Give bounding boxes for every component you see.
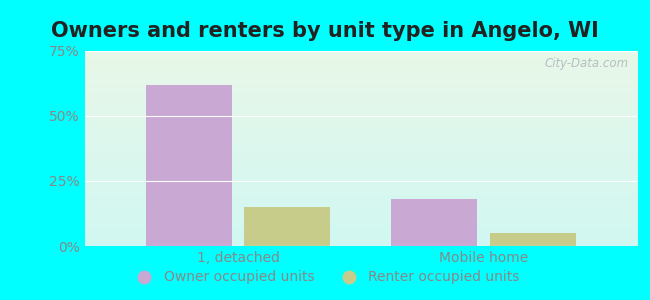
Bar — [391, 199, 477, 246]
Text: City-Data.com: City-Data.com — [545, 57, 629, 70]
Bar — [489, 233, 576, 246]
Bar — [244, 207, 330, 246]
Legend: Owner occupied units, Renter occupied units: Owner occupied units, Renter occupied un… — [125, 265, 525, 290]
Bar — [146, 85, 232, 246]
Text: Owners and renters by unit type in Angelo, WI: Owners and renters by unit type in Angel… — [51, 21, 599, 41]
